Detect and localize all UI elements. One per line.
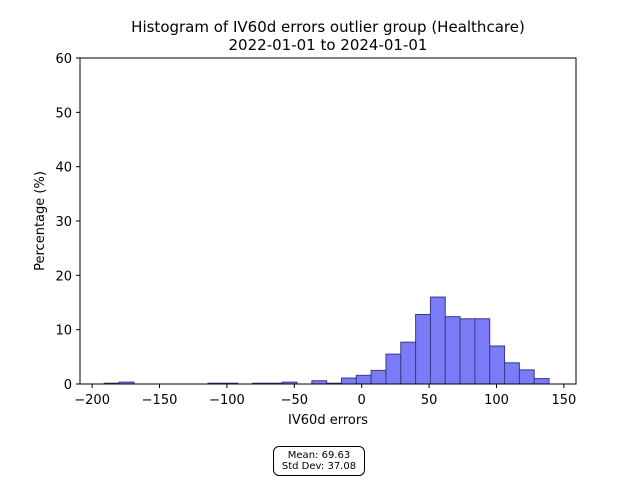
plot-frame	[79, 57, 577, 385]
y-tick-label: 10	[55, 324, 72, 339]
x-tick-label: 0	[358, 393, 366, 408]
histogram-bar	[533, 378, 550, 385]
std-dev-label: Std Dev: 37.08	[281, 461, 357, 472]
y-tick-label: 30	[55, 215, 72, 230]
y-tick-label: 60	[55, 52, 72, 67]
histogram-bar	[474, 318, 491, 385]
chart-title: Histogram of IV60d errors outlier group …	[131, 18, 525, 36]
histogram-bar	[518, 369, 535, 385]
histogram-bar	[340, 377, 357, 385]
histogram-bar	[504, 362, 520, 385]
histogram-bar	[370, 369, 387, 385]
x-axis: −200 −150 −100 −50 0 50 100 150	[74, 384, 576, 408]
y-axis-label: Percentage (%)	[33, 171, 48, 271]
x-tick-label: 50	[421, 393, 438, 408]
x-tick-label: 150	[551, 393, 576, 408]
x-tick-label: −50	[281, 393, 308, 408]
histogram-bar	[459, 318, 476, 385]
histogram-bar	[489, 345, 506, 385]
histogram-bar	[355, 374, 372, 385]
histogram-bar	[385, 353, 402, 385]
chart-subtitle: 2022-01-01 to 2024-01-01	[229, 36, 428, 54]
x-tick-label: −200	[74, 393, 110, 408]
histogram-bar	[415, 313, 431, 385]
y-tick-label: 40	[55, 161, 72, 176]
histogram-bar	[400, 341, 417, 385]
histogram-bars	[103, 296, 550, 385]
stats-box: Mean: 69.63 Std Dev: 37.08	[273, 446, 365, 476]
y-axis: 0 10 20 30 40 50 60	[55, 52, 80, 393]
y-tick-label: 20	[55, 269, 72, 284]
histogram-bar	[429, 296, 446, 385]
y-tick-label: 50	[55, 106, 72, 121]
mean-label: Mean: 69.63	[287, 450, 351, 461]
x-tick-label: −150	[142, 393, 178, 408]
x-tick-label: 100	[484, 393, 509, 408]
x-axis-label: IV60d errors	[288, 413, 368, 428]
x-tick-label: −100	[209, 393, 245, 408]
y-tick-label: 0	[64, 378, 72, 393]
histogram-bar	[444, 316, 461, 385]
